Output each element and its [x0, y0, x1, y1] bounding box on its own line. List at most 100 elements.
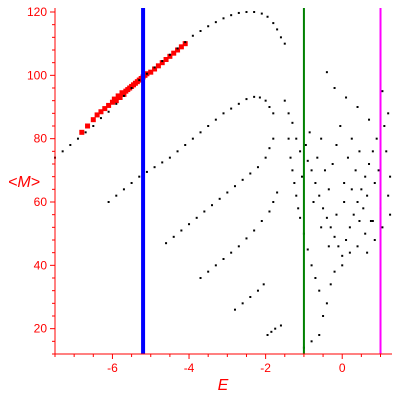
data-point [345, 96, 348, 99]
data-point [180, 229, 183, 232]
data-point [387, 112, 390, 115]
data-point [172, 235, 175, 238]
data-point [145, 72, 148, 75]
data-point [306, 248, 309, 251]
data-point [207, 270, 210, 273]
data-point [339, 125, 342, 127]
data-point [333, 235, 336, 238]
x-tick-label: -2 [260, 361, 271, 375]
data-point [226, 191, 229, 194]
data-point [310, 169, 313, 172]
data-point [253, 11, 256, 13]
data-point [371, 150, 374, 153]
data-point [323, 169, 326, 172]
data-point [346, 156, 349, 159]
data-point [94, 112, 100, 118]
data-point [383, 125, 386, 127]
data-point [385, 150, 388, 153]
data-point [163, 57, 169, 62]
data-point [211, 204, 214, 207]
data-point [333, 270, 336, 273]
data-point [188, 223, 191, 226]
data-point [85, 123, 91, 129]
data-point [245, 237, 248, 240]
data-point [69, 144, 72, 146]
vertical-lines [141, 8, 382, 354]
data-point [333, 87, 336, 89]
data-point [106, 102, 112, 108]
data-point [268, 210, 271, 213]
data-point [327, 245, 330, 248]
data-point [79, 129, 85, 135]
data-point [364, 232, 367, 235]
x-tick-label: -6 [107, 361, 118, 375]
data-point [107, 110, 110, 113]
data-point [153, 166, 156, 169]
data-point [343, 201, 346, 203]
data-point [256, 289, 259, 292]
data-point [356, 245, 359, 248]
data-point [272, 22, 275, 25]
data-point [268, 106, 271, 108]
data-point [314, 277, 317, 279]
y-axis-ticks: 20 40 60 80 100 120 [27, 5, 55, 355]
data-point [270, 330, 273, 333]
data-point [84, 131, 87, 134]
y-tick-label: 100 [27, 68, 47, 82]
data-point [237, 11, 240, 14]
data-point [362, 207, 365, 210]
data-point [377, 169, 380, 172]
data-point [335, 213, 338, 216]
data-point [98, 109, 104, 115]
data-point [241, 302, 244, 305]
y-tick-label: 60 [34, 195, 48, 209]
data-point [325, 216, 328, 219]
data-point [237, 102, 240, 105]
data-point [264, 156, 267, 159]
data-point [258, 96, 261, 99]
data-point [387, 194, 390, 197]
data-point [121, 91, 127, 97]
data-point [191, 137, 194, 140]
data-point [322, 315, 325, 317]
data-point [350, 137, 353, 140]
data-point [107, 201, 110, 203]
data-point [99, 117, 102, 120]
data-point [113, 98, 119, 104]
data-point [389, 175, 392, 178]
data-point [318, 194, 321, 197]
data-point [122, 94, 125, 97]
data-point [90, 117, 96, 123]
data-point [203, 210, 206, 213]
data-point [272, 112, 275, 115]
data-point [287, 137, 290, 140]
data-point [293, 182, 296, 184]
data-point [130, 87, 133, 89]
data-point [260, 12, 263, 15]
data-point [264, 99, 267, 102]
data-point [152, 66, 158, 72]
data-point [310, 340, 313, 343]
data-point [316, 156, 319, 159]
series-1 [54, 11, 392, 349]
data-point [356, 106, 359, 108]
data-point [168, 53, 171, 56]
data-point [178, 44, 184, 50]
data-point [184, 41, 187, 44]
data-point [159, 60, 165, 66]
data-point [138, 79, 141, 82]
data-point [175, 47, 181, 53]
data-point [366, 194, 369, 197]
data-point [299, 150, 302, 153]
data-point [325, 302, 328, 305]
data-point [130, 182, 133, 184]
data-point [291, 169, 294, 172]
data-point [389, 213, 392, 216]
data-point [325, 71, 328, 74]
data-point [283, 99, 286, 102]
data-point [287, 112, 290, 115]
data-point [310, 264, 313, 267]
data-point [167, 53, 173, 59]
data-point [115, 194, 118, 197]
data-point [207, 125, 210, 127]
